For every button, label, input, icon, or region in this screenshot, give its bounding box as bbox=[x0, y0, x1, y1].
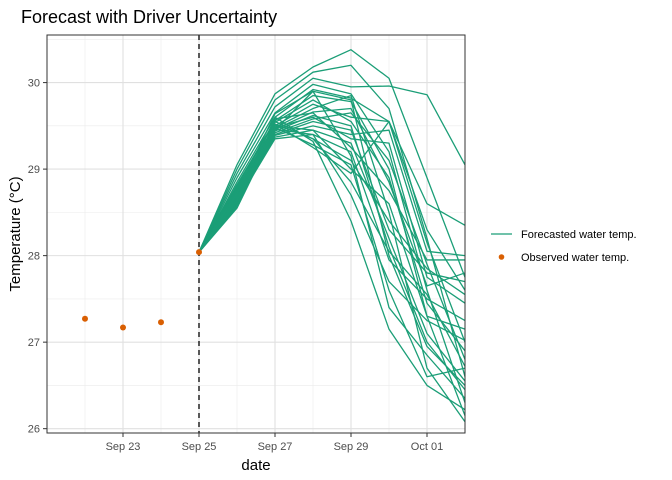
forecast-line-26 bbox=[198, 128, 466, 341]
forecast-line-24 bbox=[198, 123, 466, 367]
y-tick-label: 26 bbox=[28, 424, 40, 436]
chart-title: Forecast with Driver Uncertainty bbox=[21, 7, 277, 27]
observed-point bbox=[158, 319, 164, 326]
plot-border bbox=[46, 34, 466, 434]
forecast-line-21 bbox=[198, 90, 466, 399]
forecast-series bbox=[198, 49, 466, 423]
forecast-line-27 bbox=[198, 116, 466, 304]
forecast-line-23 bbox=[198, 112, 465, 261]
forecast-line-5 bbox=[198, 88, 466, 253]
y-tick-label: 29 bbox=[28, 164, 40, 176]
observed-series bbox=[82, 249, 202, 331]
x-tick-label: Sep 29 bbox=[334, 441, 369, 453]
x-tick-label: Oct 01 bbox=[411, 441, 443, 453]
y-tick-label: 30 bbox=[28, 78, 40, 90]
plot-panel bbox=[47, 35, 465, 433]
observed-point bbox=[82, 315, 88, 322]
legend-label-forecast: Forecasted water temp. bbox=[521, 229, 637, 241]
x-tick-label: Sep 25 bbox=[182, 441, 217, 453]
minor-gridlines bbox=[47, 35, 465, 433]
legend-label-observed: Observed water temp. bbox=[521, 252, 629, 264]
forecast-line-22 bbox=[198, 125, 466, 330]
forecast-line-3 bbox=[198, 77, 466, 253]
observed-point bbox=[196, 249, 202, 256]
legend: Forecasted water temp. Observed water te… bbox=[491, 229, 637, 264]
y-axis-title: Temperature (°C) bbox=[7, 176, 24, 291]
x-axis: Sep 23 Sep 25 Sep 27 Sep 29 Oct 01 bbox=[106, 433, 443, 453]
x-tick-label: Sep 27 bbox=[258, 441, 293, 453]
forecast-line-2 bbox=[198, 64, 466, 377]
forecast-line-25 bbox=[198, 90, 466, 386]
y-tick-label: 27 bbox=[28, 337, 40, 349]
observed-point bbox=[120, 324, 126, 331]
x-axis-title: date bbox=[241, 457, 270, 474]
legend-key-observed bbox=[498, 254, 505, 260]
x-tick-label: Sep 23 bbox=[106, 441, 141, 453]
forecast-line-1 bbox=[198, 49, 466, 278]
forecast-line-12 bbox=[198, 112, 466, 360]
y-axis: 26 27 28 29 30 bbox=[28, 78, 47, 436]
y-tick-label: 28 bbox=[28, 251, 40, 263]
